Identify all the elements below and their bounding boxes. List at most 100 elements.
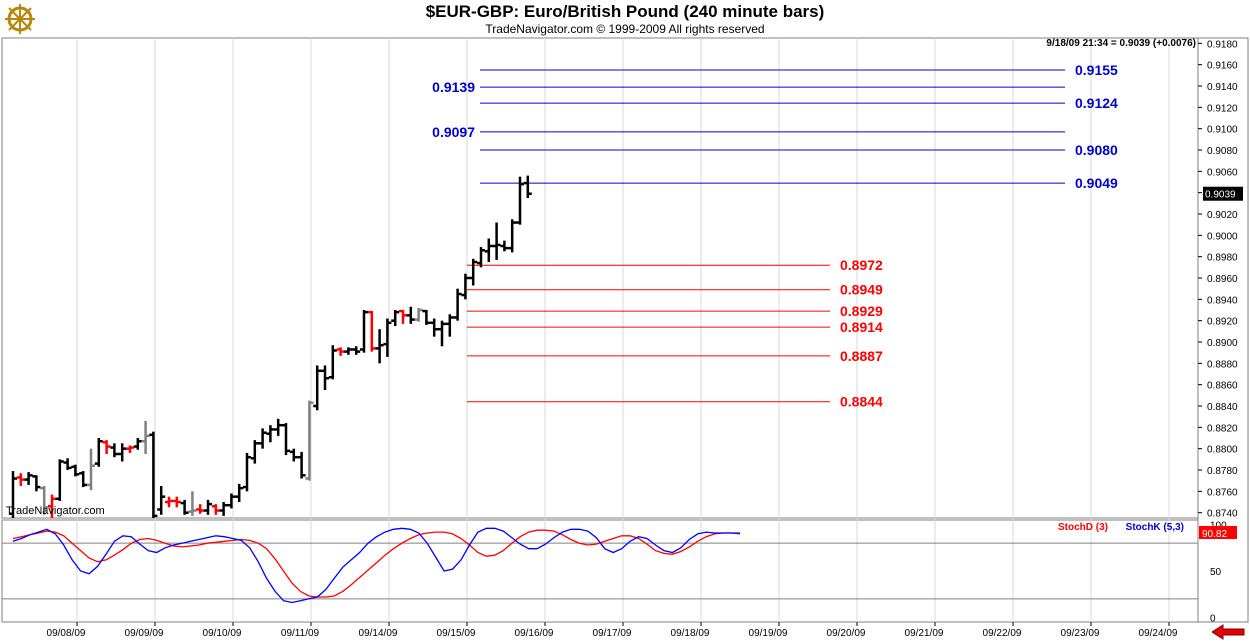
- ohlc-bar: [126, 445, 134, 453]
- ohlc-bar: [344, 347, 353, 355]
- date-tick-label: 09/22/09: [983, 628, 1022, 639]
- date-tick-label: 09/10/09: [203, 628, 242, 639]
- ohlc-bar: [204, 499, 212, 515]
- stoch-series-line: [12, 527, 740, 604]
- ohlc-bar: [523, 175, 532, 198]
- ohlc-bar: [141, 420, 150, 454]
- ohlc-bar: [445, 314, 454, 337]
- ohlc-bar: [367, 310, 376, 352]
- price-tick-label: 0.8900: [1207, 338, 1238, 349]
- stoch-series-line: [12, 529, 741, 598]
- date-tick-label: 09/08/09: [47, 628, 86, 639]
- ohlc-bar: [165, 496, 173, 508]
- date-tick-label: 09/14/09: [359, 628, 398, 639]
- date-tick-label: 09/20/09: [827, 628, 866, 639]
- stochastic-panel-frame: [1, 519, 1199, 623]
- date-axis: 09/08/09 09/09/09 09/10/09 09/11/09 09/14/09…: [47, 622, 1178, 639]
- date-tick-label: 09/19/09: [749, 628, 788, 639]
- fibonacci-levels: 0.9155 0.9139 0.9124 0.9097 0.9080 0.9049 0.89…: [432, 62, 1118, 410]
- price-tick-label: 0.9100: [1207, 125, 1238, 136]
- ohlc-bar: [172, 496, 181, 508]
- ohlc-bar: [258, 428, 267, 449]
- price-tick-label: 0.8820: [1207, 423, 1238, 434]
- ohlc-bar: [16, 473, 25, 486]
- ohlc-bar: [453, 288, 462, 321]
- chart-frames: [1, 37, 1249, 623]
- ohlc-bar: [484, 238, 493, 262]
- ohlc-bar: [352, 346, 361, 355]
- price-panel-frame: [1, 37, 1199, 519]
- ohlc-bar: [188, 491, 197, 516]
- ohlc-bar: [399, 309, 407, 324]
- ohlc-bar: [157, 486, 166, 515]
- date-tick-label: 09/09/09: [125, 628, 164, 639]
- ohlc-bar: [508, 219, 517, 253]
- ohlc-bar: [219, 502, 228, 516]
- price-tick-label: 0.9120: [1207, 103, 1238, 114]
- ohlc-bar: [55, 459, 64, 501]
- ohlc-bar: [360, 310, 368, 353]
- ohlc-bar: [40, 486, 49, 515]
- chart-header: $EUR-GBP: Euro/British Pound (240 minute…: [0, 0, 1250, 38]
- legend-stochk: StochK (5,3): [1126, 522, 1184, 533]
- ohlc-bar: [477, 247, 485, 268]
- ohlc-bar: [180, 499, 189, 515]
- ohlc-bar: [243, 452, 251, 492]
- ohlc-bar: [321, 365, 329, 390]
- stoch-last-label: 90.82: [1202, 529, 1227, 540]
- ohlc-bar: [461, 273, 470, 300]
- level-label: 0.8887: [840, 348, 883, 364]
- date-tick-label: 09/21/09: [905, 628, 944, 639]
- ohlc-bar: [500, 240, 509, 252]
- ohlc-bar: [375, 329, 384, 364]
- price-tick-label: 0.8860: [1207, 381, 1238, 392]
- level-label: 0.9049: [1075, 175, 1118, 191]
- price-tick-label: 0.8920: [1207, 317, 1238, 328]
- chart-copyright: TradeNavigator.com © 1999-2009 All right…: [485, 22, 765, 36]
- price-readout: 9/18/09 21:34 = 0.9039 (+0.0076): [1046, 38, 1196, 49]
- level-label: 0.9097: [432, 124, 475, 140]
- stoch-tick-label: 50: [1210, 567, 1222, 578]
- price-tick-label: 0.9180: [1207, 39, 1238, 50]
- price-tick-label: 0.8980: [1207, 253, 1238, 264]
- ohlc-bar: [32, 475, 41, 492]
- ohlc-bar: [274, 418, 283, 436]
- ohlc-bar: [422, 309, 431, 325]
- left-arrow-icon[interactable]: [1212, 624, 1246, 640]
- ohlc-bar: [414, 307, 423, 322]
- ohlc-bar: [406, 306, 415, 324]
- level-label: 0.9139: [432, 79, 475, 95]
- level-label: 0.8929: [840, 303, 883, 319]
- ohlc-bar: [250, 440, 259, 464]
- price-tick-label: 0.8760: [1207, 487, 1238, 498]
- ohlc-bar: [196, 504, 205, 514]
- ohlc-bar: [305, 400, 314, 481]
- ohlc-bar: [492, 222, 501, 260]
- ohlc-bar: [297, 451, 306, 479]
- level-label: 0.8949: [840, 282, 883, 298]
- level-label: 0.8844: [840, 394, 883, 410]
- ohlc-bar: [87, 448, 95, 491]
- time-grid: [76, 38, 1170, 622]
- last-price-marker: [1203, 186, 1243, 201]
- date-tick-label: 09/23/09: [1061, 628, 1100, 639]
- price-tick-label: 0.8780: [1207, 466, 1238, 477]
- chart-title: $EUR-GBP: Euro/British Pound (240 minute…: [425, 2, 825, 21]
- level-label: 0.8914: [840, 319, 883, 335]
- stochastic-panel: 10050090.82: [2, 521, 1237, 624]
- ohlc-bar: [469, 258, 478, 286]
- ohlc-bar: [110, 443, 119, 458]
- ohlc-bar: [24, 472, 33, 485]
- price-tick-label: 0.8800: [1207, 445, 1238, 456]
- date-tick-label: 09/16/09: [515, 628, 554, 639]
- ohlc-bar: [63, 458, 72, 470]
- ohlc-bar: [266, 425, 275, 443]
- ohlc-bar: [235, 483, 244, 502]
- price-tick-label: 0.9000: [1207, 231, 1238, 242]
- date-tick-label: 09/15/09: [437, 628, 476, 639]
- price-bars: [9, 175, 532, 518]
- price-tick-label: 0.9160: [1207, 61, 1238, 72]
- ohlc-bar: [383, 318, 392, 357]
- level-label: 0.9080: [1075, 142, 1118, 158]
